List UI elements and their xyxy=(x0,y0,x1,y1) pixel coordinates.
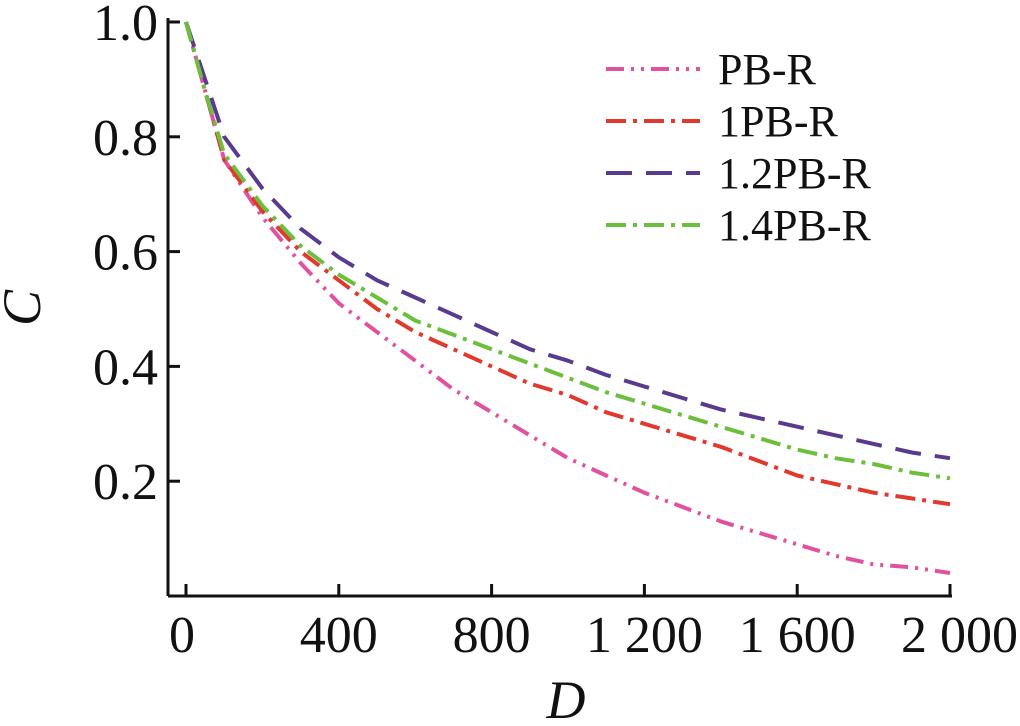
x-tick-label: 1 200 xyxy=(586,607,703,664)
legend-label-3: 1.2PB-R xyxy=(718,149,871,198)
x-tick-label: 800 xyxy=(453,607,531,664)
x-tick-label: 0 xyxy=(169,607,195,664)
y-tick-label: 0.4 xyxy=(93,339,158,396)
series-line-4 xyxy=(184,21,951,481)
series-line-1 xyxy=(184,21,951,575)
x-tick-label: 1 600 xyxy=(739,607,856,664)
y-tick-label: 0.2 xyxy=(93,454,158,511)
axes: 0.2 0.4 0.6 0.8 1.0 0 400 800 1 200 1 600 2 000 xyxy=(93,0,1018,664)
legend-label-2: 1PB-R xyxy=(718,97,838,146)
x-axis-title: D xyxy=(546,670,586,726)
series-layer xyxy=(184,21,951,575)
x-tick-label: 2 000 xyxy=(901,607,1018,664)
y-axis-title: C xyxy=(0,289,52,326)
legend-label-4: 1.4PB-R xyxy=(718,201,871,250)
y-tick-label: 0.6 xyxy=(93,225,158,282)
series-line-3 xyxy=(184,21,951,461)
series-line-2 xyxy=(184,21,951,507)
x-tick-label: 400 xyxy=(300,607,378,664)
legend-label-1: PB-R xyxy=(718,45,816,94)
y-tick-label: 0.8 xyxy=(93,110,158,167)
y-tick-label: 1.0 xyxy=(93,0,158,52)
